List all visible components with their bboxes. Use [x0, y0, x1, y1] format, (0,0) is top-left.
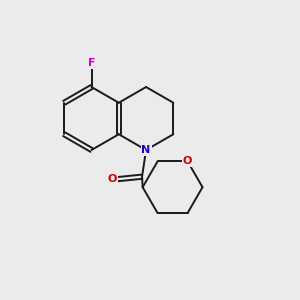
Text: O: O [183, 156, 192, 166]
Text: O: O [107, 174, 117, 184]
Text: N: N [141, 145, 151, 155]
Text: F: F [88, 58, 95, 68]
